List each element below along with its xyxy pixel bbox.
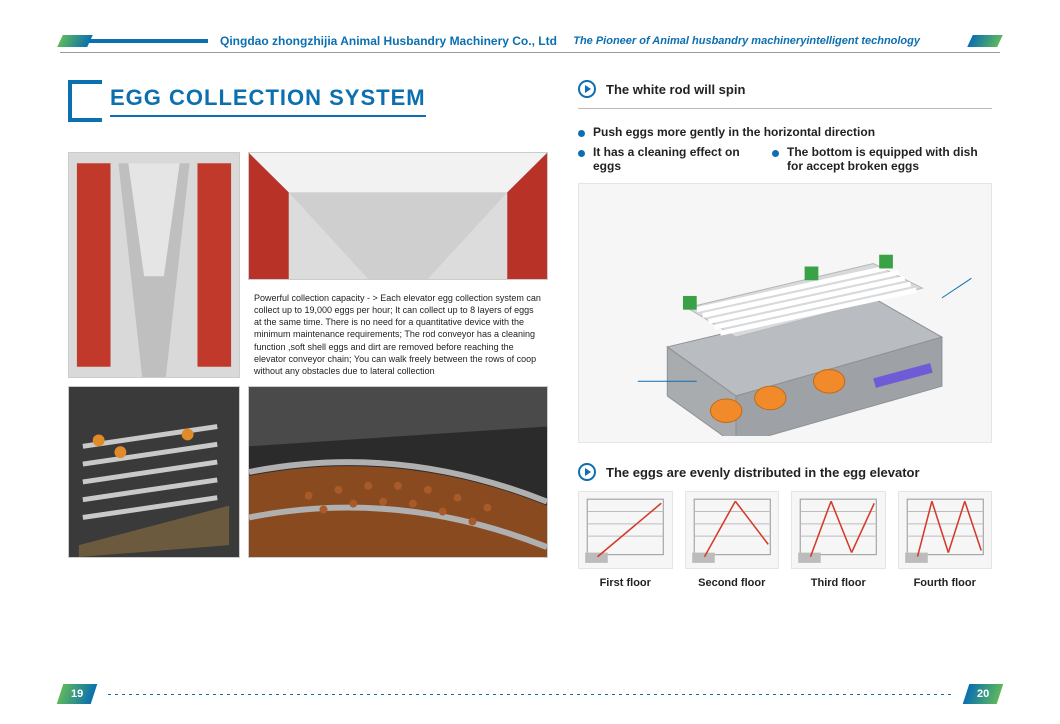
bullet-text: It has a cleaning effect on eggs <box>593 145 742 173</box>
header-bar: Qingdao zhongzhijia Animal Husbandry Mac… <box>0 28 1060 54</box>
diagram-machine <box>578 183 992 443</box>
title-block: EGG COLLECTION SYSTEM <box>68 80 548 122</box>
arrow-circle-icon <box>578 80 596 98</box>
bullet-item: The bottom is equipped with dish for acc… <box>772 145 992 173</box>
photo-house-aisle <box>248 152 548 280</box>
bullet-dot-icon <box>578 130 585 137</box>
content: EGG COLLECTION SYSTEM <box>68 80 992 674</box>
tagline: The Pioneer of Animal husbandry machiner… <box>573 35 920 47</box>
bullet-dot-icon <box>772 150 779 157</box>
title-underline <box>110 115 426 117</box>
footer: 19 20 <box>60 684 1000 704</box>
photo-elevator-belts <box>68 152 240 378</box>
bullet-text: Push eggs more gently in the horizontal … <box>593 125 875 139</box>
page-number-left: 19 <box>57 684 97 704</box>
bullet-dot-icon <box>578 150 585 157</box>
floor-diagram <box>578 491 673 569</box>
floor-diagram <box>685 491 780 569</box>
right-column: The white rod will spin Push eggs more g… <box>578 80 992 674</box>
header-accent-left <box>57 35 93 47</box>
floor-item: Second floor <box>685 491 780 589</box>
bullet-text: The bottom is equipped with dish for acc… <box>787 145 992 173</box>
heading-elevator-text: The eggs are evenly distributed in the e… <box>606 465 920 480</box>
bullet-item: Push eggs more gently in the horizontal … <box>578 125 875 139</box>
heading-spin: The white rod will spin <box>578 80 992 98</box>
floor-item: First floor <box>578 491 673 589</box>
header-divider-line <box>60 52 1000 53</box>
page-title: EGG COLLECTION SYSTEM <box>110 85 426 111</box>
description-text: Powerful collection capacity - > Each el… <box>248 288 548 378</box>
page-number-left-text: 19 <box>71 688 83 700</box>
floor-item: Fourth floor <box>898 491 993 589</box>
bullet-list: Push eggs more gently in the horizontal … <box>578 125 992 173</box>
title-bracket-icon <box>68 80 102 122</box>
photo-grid: Powerful collection capacity - > Each el… <box>68 152 548 558</box>
company-name: Qingdao zhongzhijia Animal Husbandry Mac… <box>220 34 557 48</box>
photo-rod-conveyor <box>68 386 240 558</box>
heading-spin-text: The white rod will spin <box>606 82 745 97</box>
floor-label: First floor <box>578 577 673 589</box>
floor-label: Second floor <box>685 577 780 589</box>
bullet-item: It has a cleaning effect on eggs <box>578 145 742 173</box>
page-number-right: 20 <box>963 684 1003 704</box>
floor-diagram <box>898 491 993 569</box>
header-accent-right <box>967 35 1003 47</box>
photo-cross-conveyor <box>248 386 548 558</box>
heading-elevator: The eggs are evenly distributed in the e… <box>578 463 992 481</box>
floor-diagram <box>791 491 886 569</box>
floor-diagram-row: First floor Second floor <box>578 491 992 589</box>
floor-item: Third floor <box>791 491 886 589</box>
floor-label: Fourth floor <box>898 577 993 589</box>
header-accent-bar <box>88 39 208 43</box>
floor-label: Third floor <box>791 577 886 589</box>
arrow-circle-icon <box>578 463 596 481</box>
footer-dotline <box>108 694 952 695</box>
divider <box>578 108 992 109</box>
page-number-right-text: 20 <box>977 688 989 700</box>
left-column: EGG COLLECTION SYSTEM <box>68 80 548 674</box>
